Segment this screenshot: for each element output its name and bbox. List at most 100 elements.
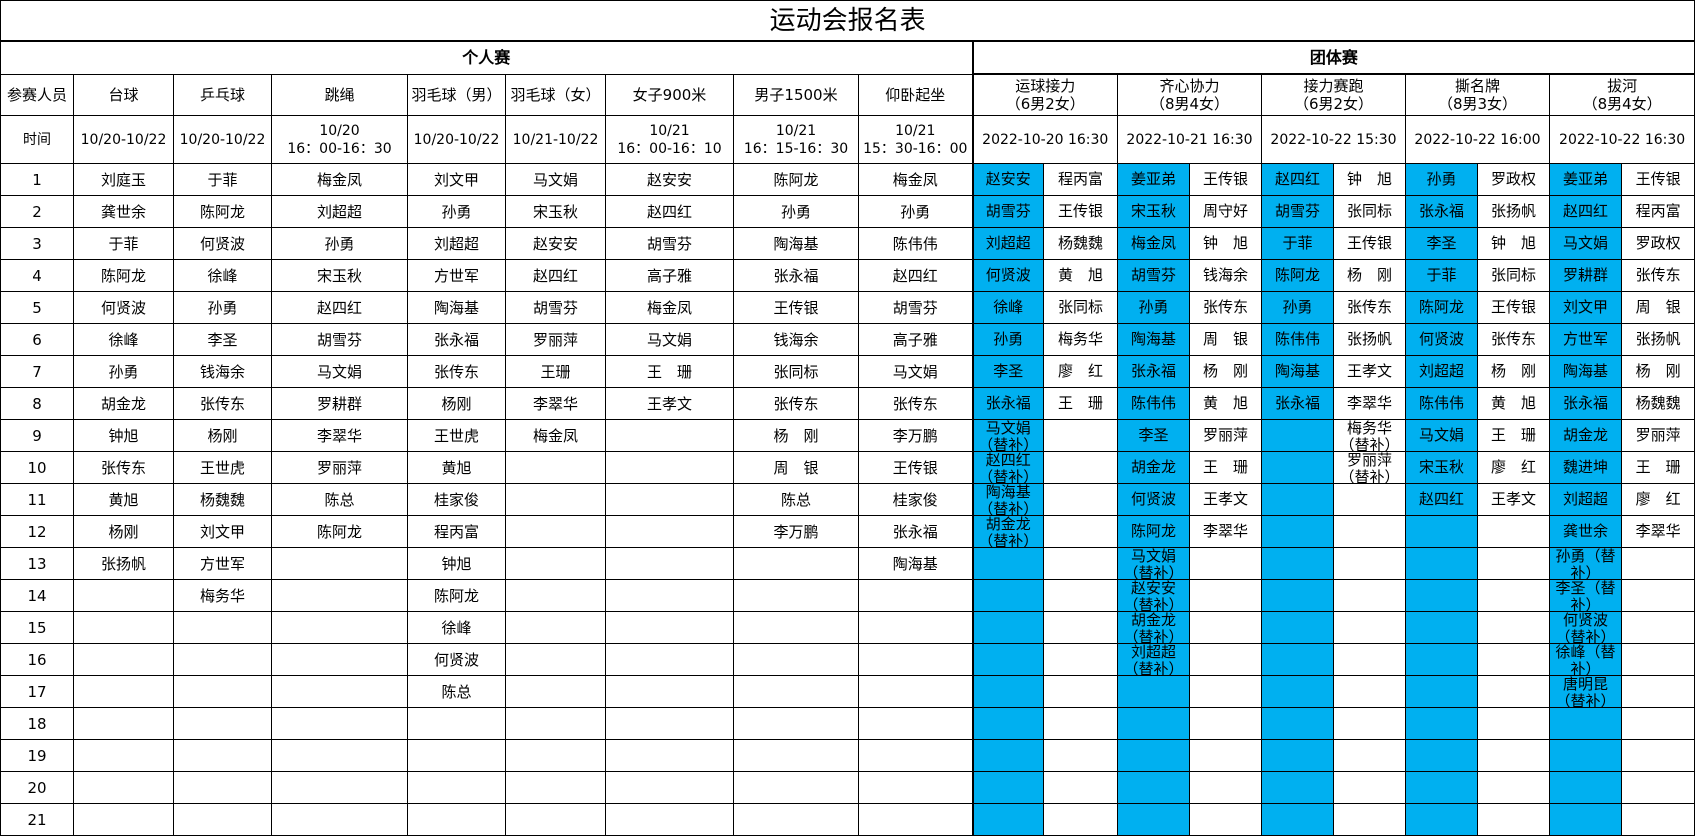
entry-cell[interactable] — [733, 643, 859, 676]
team-entry-cell-b[interactable] — [1333, 739, 1406, 772]
entry-cell[interactable]: 赵安安 — [605, 163, 734, 196]
team-entry-cell-a[interactable]: 陈阿龙 — [1405, 291, 1478, 324]
team-entry-cell-a[interactable]: 何贤波（替补） — [1549, 611, 1622, 644]
entry-cell[interactable] — [505, 451, 606, 484]
entry-cell[interactable] — [605, 611, 734, 644]
entry-cell[interactable]: 陶海基 — [733, 227, 859, 260]
team-entry-cell-a[interactable] — [1405, 803, 1478, 836]
entry-cell[interactable]: 张永福 — [858, 515, 973, 548]
team-entry-cell-a[interactable]: 胡金龙（替补） — [971, 515, 1044, 548]
team-entry-cell-a[interactable] — [1549, 771, 1622, 804]
entry-cell[interactable] — [505, 707, 606, 740]
team-entry-cell-a[interactable]: 赵安安 — [971, 163, 1044, 196]
team-entry-cell-a[interactable]: 刘超超（替补） — [1117, 643, 1190, 676]
team-entry-cell-b[interactable] — [1333, 707, 1406, 740]
team-entry-cell-a[interactable]: 马文娟 — [1405, 419, 1478, 452]
entry-cell[interactable]: 刘文甲 — [407, 163, 506, 196]
entry-cell[interactable]: 钱海余 — [733, 323, 859, 356]
entry-cell[interactable] — [733, 611, 859, 644]
team-entry-cell-a[interactable]: 张永福 — [1261, 387, 1334, 420]
team-entry-cell-b[interactable]: 张同标 — [1477, 259, 1550, 292]
entry-cell[interactable] — [505, 547, 606, 580]
entry-cell[interactable]: 王 珊 — [605, 355, 734, 388]
team-entry-cell-a[interactable] — [1117, 707, 1190, 740]
team-entry-cell-a[interactable]: 胡金龙 — [1549, 419, 1622, 452]
team-entry-cell-b[interactable] — [1043, 419, 1118, 452]
entry-cell[interactable]: 何贤波 — [173, 227, 272, 260]
entry-cell[interactable]: 于菲 — [173, 163, 272, 196]
team-entry-cell-a[interactable]: 魏进坤 — [1549, 451, 1622, 484]
team-entry-cell-b[interactable] — [1620, 611, 1695, 644]
entry-cell[interactable]: 周 银 — [733, 451, 859, 484]
team-entry-cell-a[interactable]: 宋玉秋 — [1117, 195, 1190, 228]
team-entry-cell-a[interactable] — [1261, 547, 1334, 580]
team-entry-cell-b[interactable] — [1620, 707, 1695, 740]
team-entry-cell-b[interactable] — [1333, 643, 1406, 676]
team-entry-cell-b[interactable] — [1189, 707, 1262, 740]
entry-cell[interactable] — [858, 803, 973, 836]
entry-cell[interactable] — [173, 771, 272, 804]
team-entry-cell-a[interactable] — [1261, 675, 1334, 708]
team-entry-cell-a[interactable]: 陈伟伟 — [1405, 387, 1478, 420]
team-entry-cell-b[interactable]: 程丙富 — [1043, 163, 1118, 196]
team-entry-cell-a[interactable]: 姜亚弟 — [1549, 163, 1622, 196]
team-entry-cell-a[interactable] — [1261, 451, 1334, 484]
team-entry-cell-b[interactable] — [1043, 803, 1118, 836]
team-entry-cell-b[interactable] — [1189, 771, 1262, 804]
team-entry-cell-a[interactable]: 陈阿龙 — [1261, 259, 1334, 292]
team-entry-cell-a[interactable]: 姜亚弟 — [1117, 163, 1190, 196]
entry-cell[interactable]: 孙勇 — [73, 355, 174, 388]
entry-cell[interactable] — [605, 675, 734, 708]
team-entry-cell-a[interactable] — [1261, 611, 1334, 644]
team-entry-cell-a[interactable]: 徐峰（替补） — [1549, 643, 1622, 676]
entry-cell[interactable]: 王世虎 — [173, 451, 272, 484]
team-entry-cell-b[interactable]: 王传银 — [1620, 163, 1695, 196]
team-entry-cell-a[interactable] — [1405, 547, 1478, 580]
entry-cell[interactable]: 陶海基 — [407, 291, 506, 324]
team-entry-cell-a[interactable]: 赵四红 — [1261, 163, 1334, 196]
entry-cell[interactable] — [605, 547, 734, 580]
entry-cell[interactable] — [605, 483, 734, 516]
team-entry-cell-b[interactable] — [1043, 675, 1118, 708]
team-entry-cell-b[interactable] — [1620, 643, 1695, 676]
entry-cell[interactable]: 刘超超 — [407, 227, 506, 260]
entry-cell[interactable]: 李圣 — [173, 323, 272, 356]
team-entry-cell-a[interactable]: 张永福 — [1117, 355, 1190, 388]
entry-cell[interactable] — [173, 643, 272, 676]
team-entry-cell-a[interactable] — [1405, 515, 1478, 548]
entry-cell[interactable] — [858, 643, 973, 676]
entry-cell[interactable]: 张同标 — [733, 355, 859, 388]
team-entry-cell-a[interactable] — [1117, 803, 1190, 836]
team-entry-cell-b[interactable]: 王传银 — [1477, 291, 1550, 324]
team-entry-cell-a[interactable] — [1261, 707, 1334, 740]
entry-cell[interactable] — [271, 611, 408, 644]
entry-cell[interactable]: 梅金凤 — [605, 291, 734, 324]
entry-cell[interactable] — [73, 579, 174, 612]
team-entry-cell-a[interactable]: 刘超超 — [1405, 355, 1478, 388]
team-entry-cell-a[interactable]: 何贤波 — [1405, 323, 1478, 356]
team-entry-cell-a[interactable]: 马文娟（替补） — [971, 419, 1044, 452]
team-entry-cell-a[interactable]: 赵四红 — [1405, 483, 1478, 516]
entry-cell[interactable]: 于菲 — [73, 227, 174, 260]
team-entry-cell-a[interactable]: 胡雪芬 — [971, 195, 1044, 228]
team-entry-cell-a[interactable]: 孙勇 — [1261, 291, 1334, 324]
entry-cell[interactable]: 黄旭 — [407, 451, 506, 484]
team-entry-cell-b[interactable] — [1333, 675, 1406, 708]
entry-cell[interactable] — [733, 547, 859, 580]
team-entry-cell-b[interactable]: 王传银 — [1189, 163, 1262, 196]
entry-cell[interactable] — [173, 611, 272, 644]
team-entry-cell-b[interactable]: 周 银 — [1189, 323, 1262, 356]
entry-cell[interactable]: 赵安安 — [505, 227, 606, 260]
team-entry-cell-b[interactable]: 王孝文 — [1333, 355, 1406, 388]
team-entry-cell-a[interactable]: 刘文甲 — [1549, 291, 1622, 324]
entry-cell[interactable]: 张传东 — [407, 355, 506, 388]
team-entry-cell-a[interactable] — [1549, 803, 1622, 836]
team-entry-cell-a[interactable] — [1117, 771, 1190, 804]
entry-cell[interactable] — [733, 675, 859, 708]
team-entry-cell-a[interactable]: 于菲 — [1405, 259, 1478, 292]
entry-cell[interactable] — [505, 579, 606, 612]
team-entry-cell-a[interactable]: 李圣（替补） — [1549, 579, 1622, 612]
team-entry-cell-b[interactable] — [1477, 771, 1550, 804]
team-entry-cell-b[interactable] — [1333, 611, 1406, 644]
entry-cell[interactable]: 马文娟 — [505, 163, 606, 196]
